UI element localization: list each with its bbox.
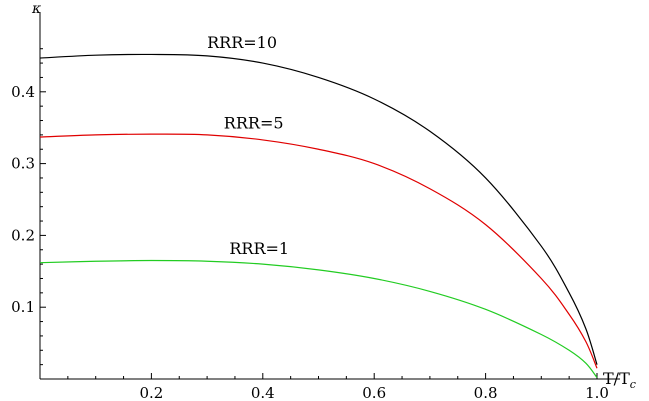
ticks: 0.2 0.4 0.6 0.8 1.0 0.1 0.2 0.3 0.4 <box>11 48 609 401</box>
y-axis-label: κ <box>31 1 41 17</box>
y-tick-label: 0.2 <box>11 226 35 244</box>
annotation-1: RRR=5 <box>224 113 284 132</box>
y-tick-label: 0.1 <box>11 298 35 316</box>
x-tick-label: 0.2 <box>139 384 163 401</box>
series-lines <box>39 53 598 378</box>
annotation-0: RRR=10 <box>207 33 277 52</box>
axes <box>39 12 620 380</box>
x-tick-label: 0.8 <box>474 384 498 401</box>
x-axis-label-sub: c <box>630 378 636 391</box>
y-tick-label: 0.4 <box>11 83 35 101</box>
x-tick-label: 1.0 <box>585 384 609 401</box>
series-line-1 <box>39 133 598 369</box>
series-line-2 <box>39 259 598 378</box>
annotation-2: RRR=1 <box>229 239 289 258</box>
series-line-0 <box>39 53 598 365</box>
x-tick-label: 0.6 <box>362 384 386 401</box>
series-annotations: RRR=10 RRR=5 RRR=1 <box>207 33 289 258</box>
x-tick-label: 0.4 <box>251 384 275 401</box>
x-axis-label-main: T/T <box>603 369 630 388</box>
x-axis-label: T/Tc <box>603 369 636 391</box>
y-tick-label: 0.3 <box>11 155 35 173</box>
